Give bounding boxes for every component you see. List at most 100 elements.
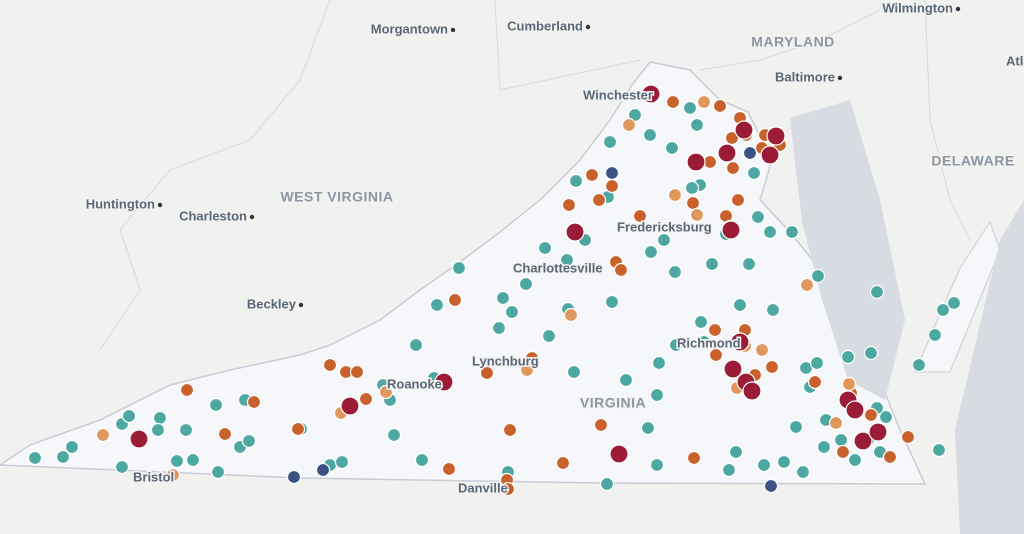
- location-dot: [882, 449, 898, 465]
- location-dot: [734, 120, 754, 140]
- location-dot: [742, 145, 758, 161]
- location-dot: [766, 126, 786, 146]
- location-dot: [732, 297, 748, 313]
- points: [27, 84, 962, 497]
- location-dot: [609, 444, 629, 464]
- location-dot: [524, 350, 540, 366]
- location-dot: [696, 334, 712, 350]
- city-marker: [249, 214, 255, 220]
- location-dot: [878, 409, 894, 425]
- location-dot: [712, 98, 728, 114]
- location-dot: [682, 100, 698, 116]
- location-dot: [721, 462, 737, 478]
- location-dot: [833, 432, 849, 448]
- location-dot: [178, 422, 194, 438]
- location-dot: [642, 127, 658, 143]
- location-dot: [555, 455, 571, 471]
- location-dot: [584, 167, 600, 183]
- location-dot: [479, 365, 495, 381]
- location-dot: [434, 372, 454, 392]
- city-label: Winchester: [583, 87, 653, 102]
- location-dot: [568, 173, 584, 189]
- location-dot: [741, 256, 757, 272]
- location-dot: [121, 408, 137, 424]
- location-dot: [900, 429, 916, 445]
- location-dot: [649, 387, 665, 403]
- location-dot: [708, 347, 724, 363]
- location-dot: [491, 320, 507, 336]
- location-dot: [863, 407, 879, 423]
- location-dot: [696, 94, 712, 110]
- location-dot: [519, 362, 535, 378]
- state-label: VIRGINIA: [580, 395, 646, 411]
- location-dot: [561, 197, 577, 213]
- location-dot: [750, 209, 766, 225]
- location-dot: [754, 342, 770, 358]
- location-dot: [704, 256, 720, 272]
- location-dot: [618, 372, 634, 388]
- location-dot: [621, 117, 637, 133]
- location-dot: [795, 464, 811, 480]
- location-dot: [828, 415, 844, 431]
- location-dot: [165, 467, 181, 483]
- location-dot: [441, 461, 457, 477]
- location-dot: [845, 400, 865, 420]
- location-dot: [730, 192, 746, 208]
- city-marker: [955, 6, 961, 12]
- location-dot: [315, 462, 331, 478]
- location-dot: [604, 178, 620, 194]
- location-dot: [408, 337, 424, 353]
- location-dot: [810, 268, 826, 284]
- location-dot: [667, 264, 683, 280]
- location-dot: [349, 364, 365, 380]
- location-dot: [868, 422, 888, 442]
- location-dot: [756, 457, 772, 473]
- location-dot: [668, 337, 684, 353]
- location-dot: [591, 192, 607, 208]
- location-dot: [742, 381, 762, 401]
- location-dot: [869, 284, 885, 300]
- city-label: Danville: [458, 480, 508, 495]
- location-dot: [686, 152, 706, 172]
- location-dot: [559, 252, 575, 268]
- location-dot: [788, 419, 804, 435]
- location-dot: [689, 117, 705, 133]
- location-dot: [55, 449, 71, 465]
- location-dot: [451, 260, 467, 276]
- location-dot: [765, 302, 781, 318]
- location-dot: [717, 143, 737, 163]
- location-dot: [152, 410, 168, 426]
- location-dot: [241, 433, 257, 449]
- location-dot: [911, 357, 927, 373]
- location-dot: [179, 382, 195, 398]
- location-dot: [784, 224, 800, 240]
- location-dot: [776, 454, 792, 470]
- location-dot: [927, 327, 943, 343]
- location-dot: [185, 452, 201, 468]
- location-dot: [500, 481, 516, 497]
- location-dot: [537, 240, 553, 256]
- location-dot: [378, 384, 394, 400]
- location-dot: [495, 290, 511, 306]
- location-dot: [129, 429, 149, 449]
- city-label: Roanoke: [387, 376, 442, 391]
- location-dot: [208, 397, 224, 413]
- location-dot: [563, 307, 579, 323]
- location-dot: [685, 195, 701, 211]
- ocean: [955, 200, 1024, 534]
- location-dot: [632, 208, 648, 224]
- state-label: DELAWARE: [931, 153, 1014, 169]
- location-dot: [667, 187, 683, 203]
- location-dot: [504, 304, 520, 320]
- location-dot: [807, 374, 823, 390]
- location-dot: [935, 302, 951, 318]
- location-dot: [763, 478, 779, 494]
- location-dot: [853, 431, 873, 451]
- location-dot: [150, 422, 166, 438]
- location-dot: [502, 422, 518, 438]
- location-dot: [210, 464, 226, 480]
- location-dot: [725, 160, 741, 176]
- location-dot: [799, 277, 815, 293]
- location-dot: [686, 450, 702, 466]
- location-dot: [334, 454, 350, 470]
